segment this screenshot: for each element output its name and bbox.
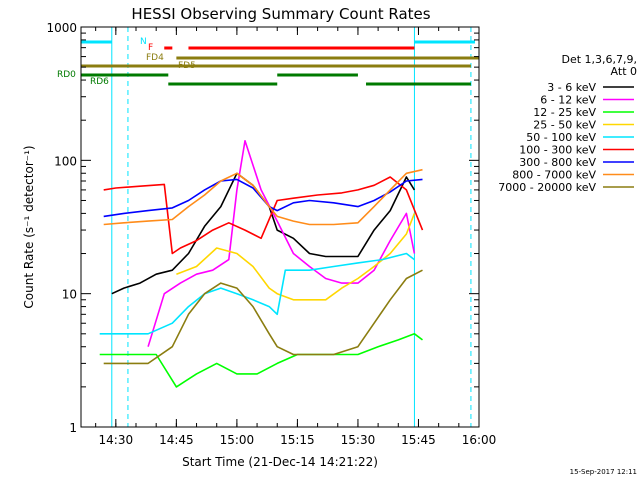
legend-entry-label: 3 - 6 keV bbox=[547, 81, 596, 94]
x-tick-label: 15:00 bbox=[220, 433, 255, 447]
y-tick-label: 10 bbox=[62, 288, 77, 302]
y-tick-label: 1 bbox=[69, 421, 77, 435]
x-tick-label: 15:30 bbox=[341, 433, 376, 447]
legend-header: Att 0 bbox=[611, 65, 637, 78]
y-axis-label: Count Rate (s⁻¹ detector⁻¹) bbox=[22, 145, 36, 308]
series-line-4 bbox=[99, 252, 415, 335]
x-tick-label: 14:30 bbox=[99, 433, 134, 447]
x-tick-label: 16:00 bbox=[462, 433, 497, 447]
plot-frame bbox=[80, 26, 480, 428]
legend-entry-label: 100 - 300 keV bbox=[519, 144, 596, 157]
series-line-8 bbox=[103, 269, 423, 365]
series-line-1 bbox=[147, 140, 416, 347]
flag-bar-label: FD4 bbox=[146, 53, 164, 63]
legend-header: Det 1,3,6,7,9, bbox=[561, 53, 637, 66]
x-tick-label: 14:45 bbox=[159, 433, 194, 447]
footer-timestamp: 15-Sep-2017 12:11 bbox=[570, 468, 637, 476]
x-axis-label: Start Time (21-Dec-14 14:21:22) bbox=[182, 455, 378, 469]
plot-area bbox=[111, 27, 472, 427]
series-line-2 bbox=[99, 332, 423, 388]
y-tick-label: 1000 bbox=[46, 21, 77, 35]
flag-bar-label: F bbox=[148, 43, 153, 53]
legend-entry-label: 7000 - 20000 keV bbox=[498, 181, 596, 194]
y-tick-label: 100 bbox=[54, 154, 77, 168]
legend-entry-label: 6 - 12 keV bbox=[540, 94, 596, 107]
legend-entry-label: 25 - 50 keV bbox=[533, 119, 596, 132]
flag-bar-label: RD6 bbox=[90, 77, 109, 87]
series-line-5 bbox=[103, 176, 424, 255]
series-lines bbox=[99, 140, 424, 388]
chart-title: HESSI Observing Summary Count Rates bbox=[131, 5, 430, 23]
flag-bar-label: N bbox=[140, 37, 147, 47]
legend-entry-label: 12 - 25 keV bbox=[533, 106, 596, 119]
x-tick-label: 15:45 bbox=[401, 433, 436, 447]
flag-bar-label: RD0 bbox=[57, 70, 76, 80]
legend-entry-label: 300 - 800 keV bbox=[519, 156, 596, 169]
legend-entry-label: 50 - 100 keV bbox=[526, 131, 596, 144]
flag-bar-label: FD5 bbox=[178, 61, 196, 71]
series-line-7 bbox=[103, 168, 423, 226]
axes: 14:30 14:45 15:00 15:15 15:30 15:45 16:00 1 10 10… bbox=[46, 21, 496, 447]
legend-entry-label: 800 - 7000 keV bbox=[512, 169, 596, 182]
x-tick-label: 15:15 bbox=[280, 433, 315, 447]
